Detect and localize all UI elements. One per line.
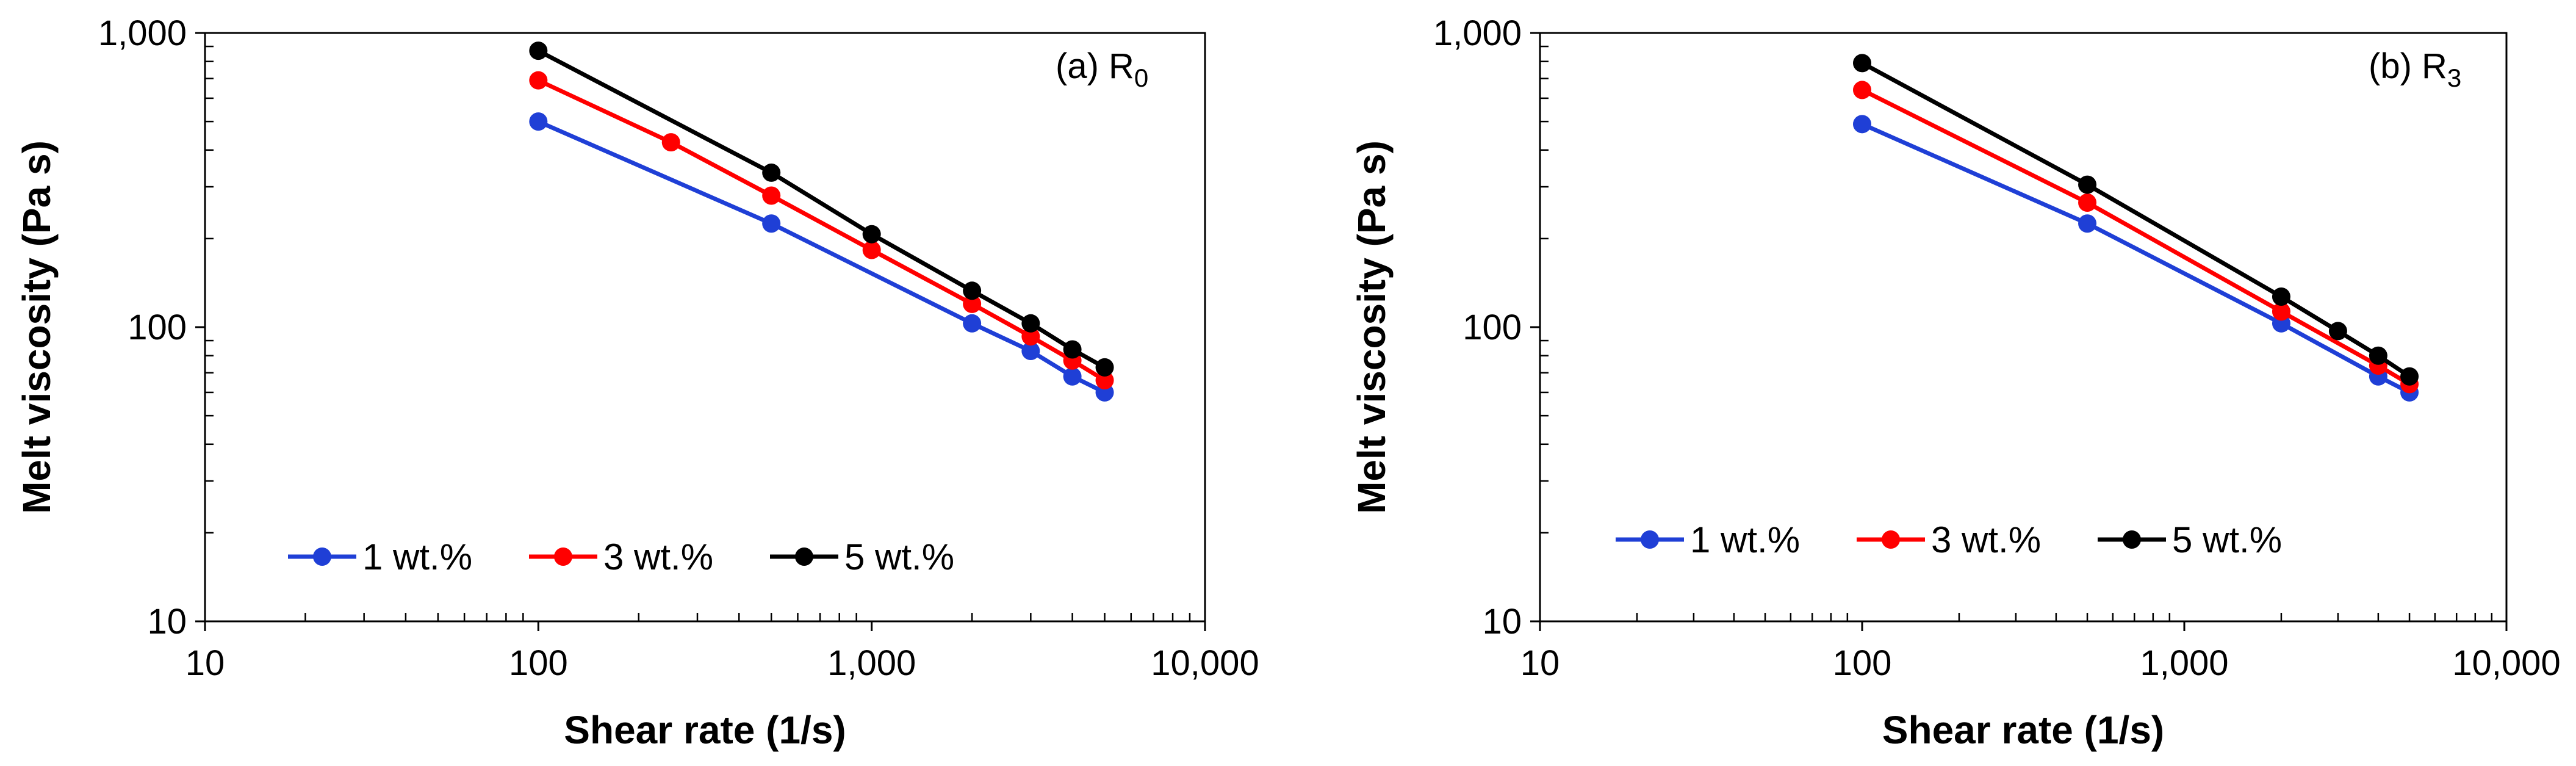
x-tick-label: 1,000 — [827, 643, 916, 683]
x-tick-label: 10,000 — [1151, 643, 1259, 683]
series-1 — [529, 112, 1114, 402]
x-tick-label: 10 — [1520, 643, 1560, 683]
data-point — [1095, 358, 1114, 377]
data-point — [963, 314, 982, 333]
y-axis-title: Melt viscosity (Pa s) — [15, 140, 59, 514]
data-point — [1063, 340, 1082, 359]
series-3 — [1853, 54, 2419, 386]
data-point — [1095, 370, 1114, 389]
x-tick-label: 10,000 — [2452, 643, 2560, 683]
series-1 — [1853, 115, 2419, 402]
data-point — [2400, 367, 2419, 386]
legend-label: 1 wt.% — [1690, 519, 1800, 560]
data-point — [2078, 175, 2097, 194]
data-point — [1853, 115, 1871, 134]
x-tick-label: 100 — [509, 643, 568, 683]
data-point — [963, 281, 982, 300]
x-tick-label: 100 — [1833, 643, 1892, 683]
data-point — [2272, 302, 2290, 321]
legend-marker — [554, 547, 572, 566]
y-tick-label: 100 — [1462, 308, 1522, 347]
legend-marker — [1641, 530, 1659, 549]
panel-label-subscript: 3 — [2447, 63, 2461, 92]
panel-label-text: (b) R — [2369, 46, 2447, 86]
series-line — [1861, 61, 2411, 378]
y-tick-label: 100 — [128, 308, 187, 347]
panel-label: (a) R0 — [1056, 46, 1148, 92]
data-point — [2369, 346, 2387, 365]
data-point — [1853, 81, 1871, 99]
series-line — [1861, 122, 2411, 395]
x-axis-title: Shear rate (1/s) — [1882, 708, 2164, 752]
data-point — [963, 294, 982, 313]
series-line — [1861, 88, 2411, 386]
legend: 1 wt.% 3 wt.% 5 wt.% — [288, 537, 954, 577]
y-tick-label: 1,000 — [98, 13, 187, 53]
series-line — [537, 119, 1106, 395]
legend: 1 wt.% 3 wt.% 5 wt.% — [1616, 519, 2282, 560]
data-point — [762, 186, 781, 205]
data-point — [1021, 314, 1040, 333]
data-point — [2078, 193, 2097, 212]
legend-label: 1 wt.% — [362, 537, 472, 577]
data-point — [2272, 287, 2290, 306]
legend-item: 3 wt.% — [1857, 519, 2041, 560]
legend-marker — [2123, 530, 2141, 549]
series-2 — [529, 71, 1114, 389]
legend-label: 3 wt.% — [603, 537, 713, 577]
legend-marker — [795, 547, 813, 566]
y-tick-label: 10 — [147, 602, 187, 641]
data-point — [661, 133, 680, 152]
y-axis-title: Melt viscosity (Pa s) — [1350, 140, 1394, 514]
legend-marker — [1882, 530, 1900, 549]
data-point — [2078, 214, 2097, 233]
data-point — [762, 214, 781, 233]
panel-label: (b) R3 — [2369, 46, 2461, 92]
plot-area-frame — [204, 32, 1206, 623]
legend-item: 1 wt.% — [1616, 519, 1800, 560]
data-point — [862, 240, 881, 259]
data-point — [1021, 342, 1040, 361]
x-tick-label: 10 — [185, 643, 225, 683]
series-2 — [1853, 81, 2419, 394]
data-point — [529, 112, 548, 131]
legend-label: 5 wt.% — [2172, 519, 2282, 560]
data-point — [1021, 327, 1040, 346]
x-tick-label: 1,000 — [2140, 643, 2228, 683]
data-point — [2328, 322, 2347, 341]
data-point — [529, 42, 548, 60]
legend-item: 5 wt.% — [770, 537, 954, 577]
data-point — [862, 225, 881, 244]
legend-item: 5 wt.% — [2098, 519, 2282, 560]
data-point — [529, 71, 548, 90]
legend-item: 1 wt.% — [288, 537, 472, 577]
panel-label-text: (a) R — [1056, 46, 1134, 86]
chart-panel-a: 10 100 1,000 10,000 10 100 1,000 Shear rate (1/… — [15, 13, 1259, 752]
data-point — [1063, 367, 1082, 386]
series-3 — [529, 42, 1114, 377]
x-axis-title: Shear rate (1/s) — [564, 708, 846, 752]
data-point — [1853, 54, 1871, 73]
series-line — [537, 78, 1106, 382]
y-tick-label: 1,000 — [1433, 13, 1522, 53]
legend-item: 3 wt.% — [529, 537, 713, 577]
y-tick-label: 10 — [1482, 602, 1522, 641]
series-line — [537, 49, 1106, 369]
legend-marker — [313, 547, 331, 566]
legend-label: 3 wt.% — [1931, 519, 2041, 560]
data-point — [762, 163, 781, 182]
legend-label: 5 wt.% — [844, 537, 954, 577]
panel-label-subscript: 0 — [1134, 63, 1148, 92]
chart-panel-b: 10 100 1,000 10,000 10 100 1,000 Shear rate (1/… — [1350, 13, 2561, 752]
